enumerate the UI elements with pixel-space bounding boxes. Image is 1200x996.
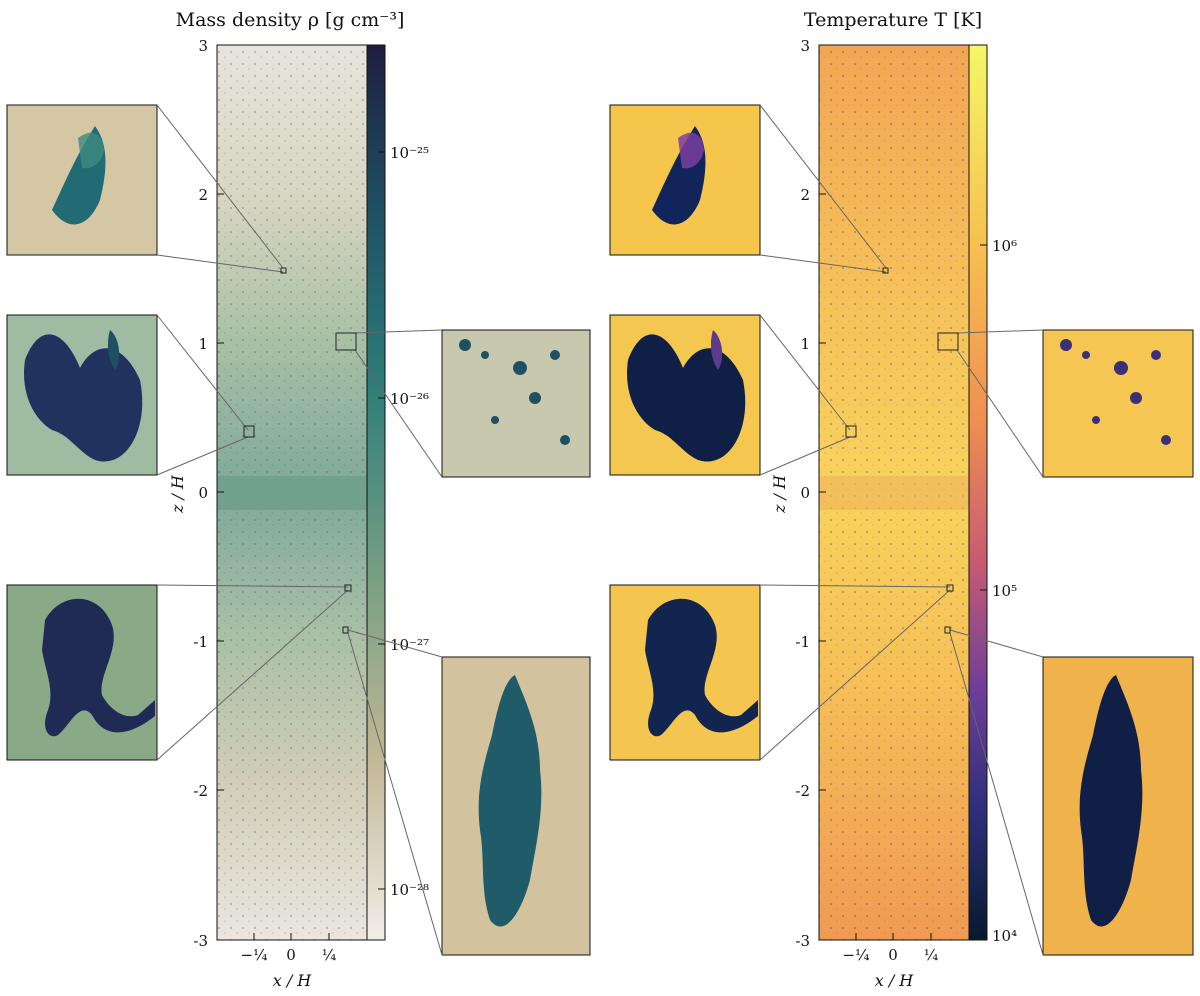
temperature-ytick-1: 1 (800, 335, 810, 353)
density-inset-mid-right-spot-5 (529, 392, 541, 404)
temperature-inset-mid-right-spot-2 (1082, 351, 1090, 359)
temperature-inset-mid-right-spot-5 (1130, 392, 1142, 404)
density-ytick-1: 1 (198, 335, 208, 353)
temperature-inset-mid-right-spot-7 (1161, 435, 1171, 445)
density-ytick-m3: -3 (193, 932, 208, 950)
temperature-title: Temperature T [K] (804, 9, 982, 31)
temperature-inset-mid-left-fragment (710, 330, 723, 370)
temperature-ytick-3: 3 (800, 37, 810, 55)
density-midplane-band (217, 476, 367, 510)
temperature-inset-mid-right-spot-3 (1114, 361, 1128, 375)
density-xtick-minus-quarter: −¼ (240, 946, 268, 964)
temperature-cbar-label-1e5: 10⁵ (992, 582, 1017, 600)
temperature-ytick-m3: -3 (795, 932, 810, 950)
temperature-cbar-label-1e4: 10⁴ (992, 927, 1017, 945)
temperature-connector-lines (759, 104, 1044, 956)
density-colorbar (366, 44, 386, 941)
density-x-ticks: −¼ 0 ¼ (240, 933, 337, 964)
density-inset-mid-right-spot-7 (560, 435, 570, 445)
density-xtick-quarter: ¼ (322, 946, 337, 964)
density-y-ticks: 3 2 1 0 -1 -2 -3 (193, 37, 224, 950)
density-colorbar-ticks: 10⁻²⁵ 10⁻²⁶ 10⁻²⁷ 10⁻²⁸ (378, 144, 429, 899)
temperature-ylabel: z / H (770, 474, 789, 514)
density-xlabel: x / H (273, 971, 313, 990)
temperature-colorbar-ticks: 10⁶ 10⁵ 10⁴ (980, 237, 1017, 945)
density-connector-lines (156, 104, 443, 956)
temperature-y-ticks: 3 2 1 0 -1 -2 -3 (795, 37, 826, 950)
density-title: Mass density ρ [g cm⁻³] (176, 9, 405, 31)
temperature-panel: Temperature T [K] 10⁶ 10⁵ 10⁴ 3 2 1 0 (609, 9, 1194, 990)
temperature-xlabel: x / H (875, 971, 915, 990)
density-inset-top-left-halo (78, 132, 104, 169)
temperature-midplane-band (819, 476, 969, 510)
density-ytick-2: 2 (198, 186, 208, 204)
temperature-x-ticks: −¼ 0 ¼ (842, 933, 939, 964)
temperature-inset-mid-left-blob (627, 334, 746, 462)
density-inset-mid-right (441, 329, 591, 478)
temperature-xtick-minus-quarter: −¼ (842, 946, 870, 964)
density-inset-mid-right-spot-6 (491, 416, 499, 424)
temperature-inset-mid-right-spot-6 (1092, 416, 1100, 424)
temperature-inset-mid-right-spot-4 (1151, 350, 1161, 360)
density-cbar-label-1e-27: 10⁻²⁷ (390, 636, 429, 654)
density-ytick-m2: -2 (193, 782, 208, 800)
temperature-zoom-boxes (845, 267, 959, 634)
density-cbar-label-1e-28: 10⁻²⁸ (390, 881, 429, 899)
temperature-inset-bottom-left-blob (645, 598, 758, 737)
temperature-inset-mid-right (1042, 329, 1194, 478)
density-inset-mid-left-blob (24, 334, 143, 462)
temperature-ytick-0: 0 (800, 484, 810, 502)
density-ylabel: z / H (168, 474, 187, 514)
density-zoom-boxes (243, 267, 357, 634)
density-inset-bottom-right-blob (478, 675, 542, 927)
temperature-inset-bottom-right-blob (1079, 675, 1143, 927)
density-panel: Mass density ρ [g cm⁻³] 10⁻²⁵ 10⁻²⁶ 10⁻²… (6, 9, 591, 990)
density-inset-mid-right-spot-1 (459, 339, 471, 351)
density-cbar-label-1e-25: 10⁻²⁵ (390, 144, 429, 162)
density-ytick-0: 0 (198, 484, 208, 502)
density-inset-mid-right-spot-3 (513, 361, 527, 375)
density-inset-mid-right-spot-4 (550, 350, 560, 360)
density-cbar-label-1e-26: 10⁻²⁶ (390, 390, 429, 408)
temperature-colorbar (968, 44, 988, 941)
temperature-inset-mid-right-spot-1 (1060, 339, 1072, 351)
density-inset-mid-left-fragment (107, 330, 120, 370)
density-ytick-3: 3 (198, 37, 208, 55)
density-xtick-0: 0 (286, 946, 296, 964)
density-inset-bottom-left-blob (42, 598, 155, 737)
density-ytick-m1: -1 (193, 633, 208, 651)
temperature-xtick-0: 0 (888, 946, 898, 964)
density-inset-mid-right-spot-2 (481, 351, 489, 359)
temperature-cbar-label-1e6: 10⁶ (992, 237, 1017, 255)
temperature-ytick-m1: -1 (795, 633, 810, 651)
temperature-ytick-2: 2 (800, 186, 810, 204)
temperature-inset-top-left-halo (678, 132, 704, 169)
temperature-xtick-quarter: ¼ (924, 946, 939, 964)
temperature-ytick-m2: -2 (795, 782, 810, 800)
